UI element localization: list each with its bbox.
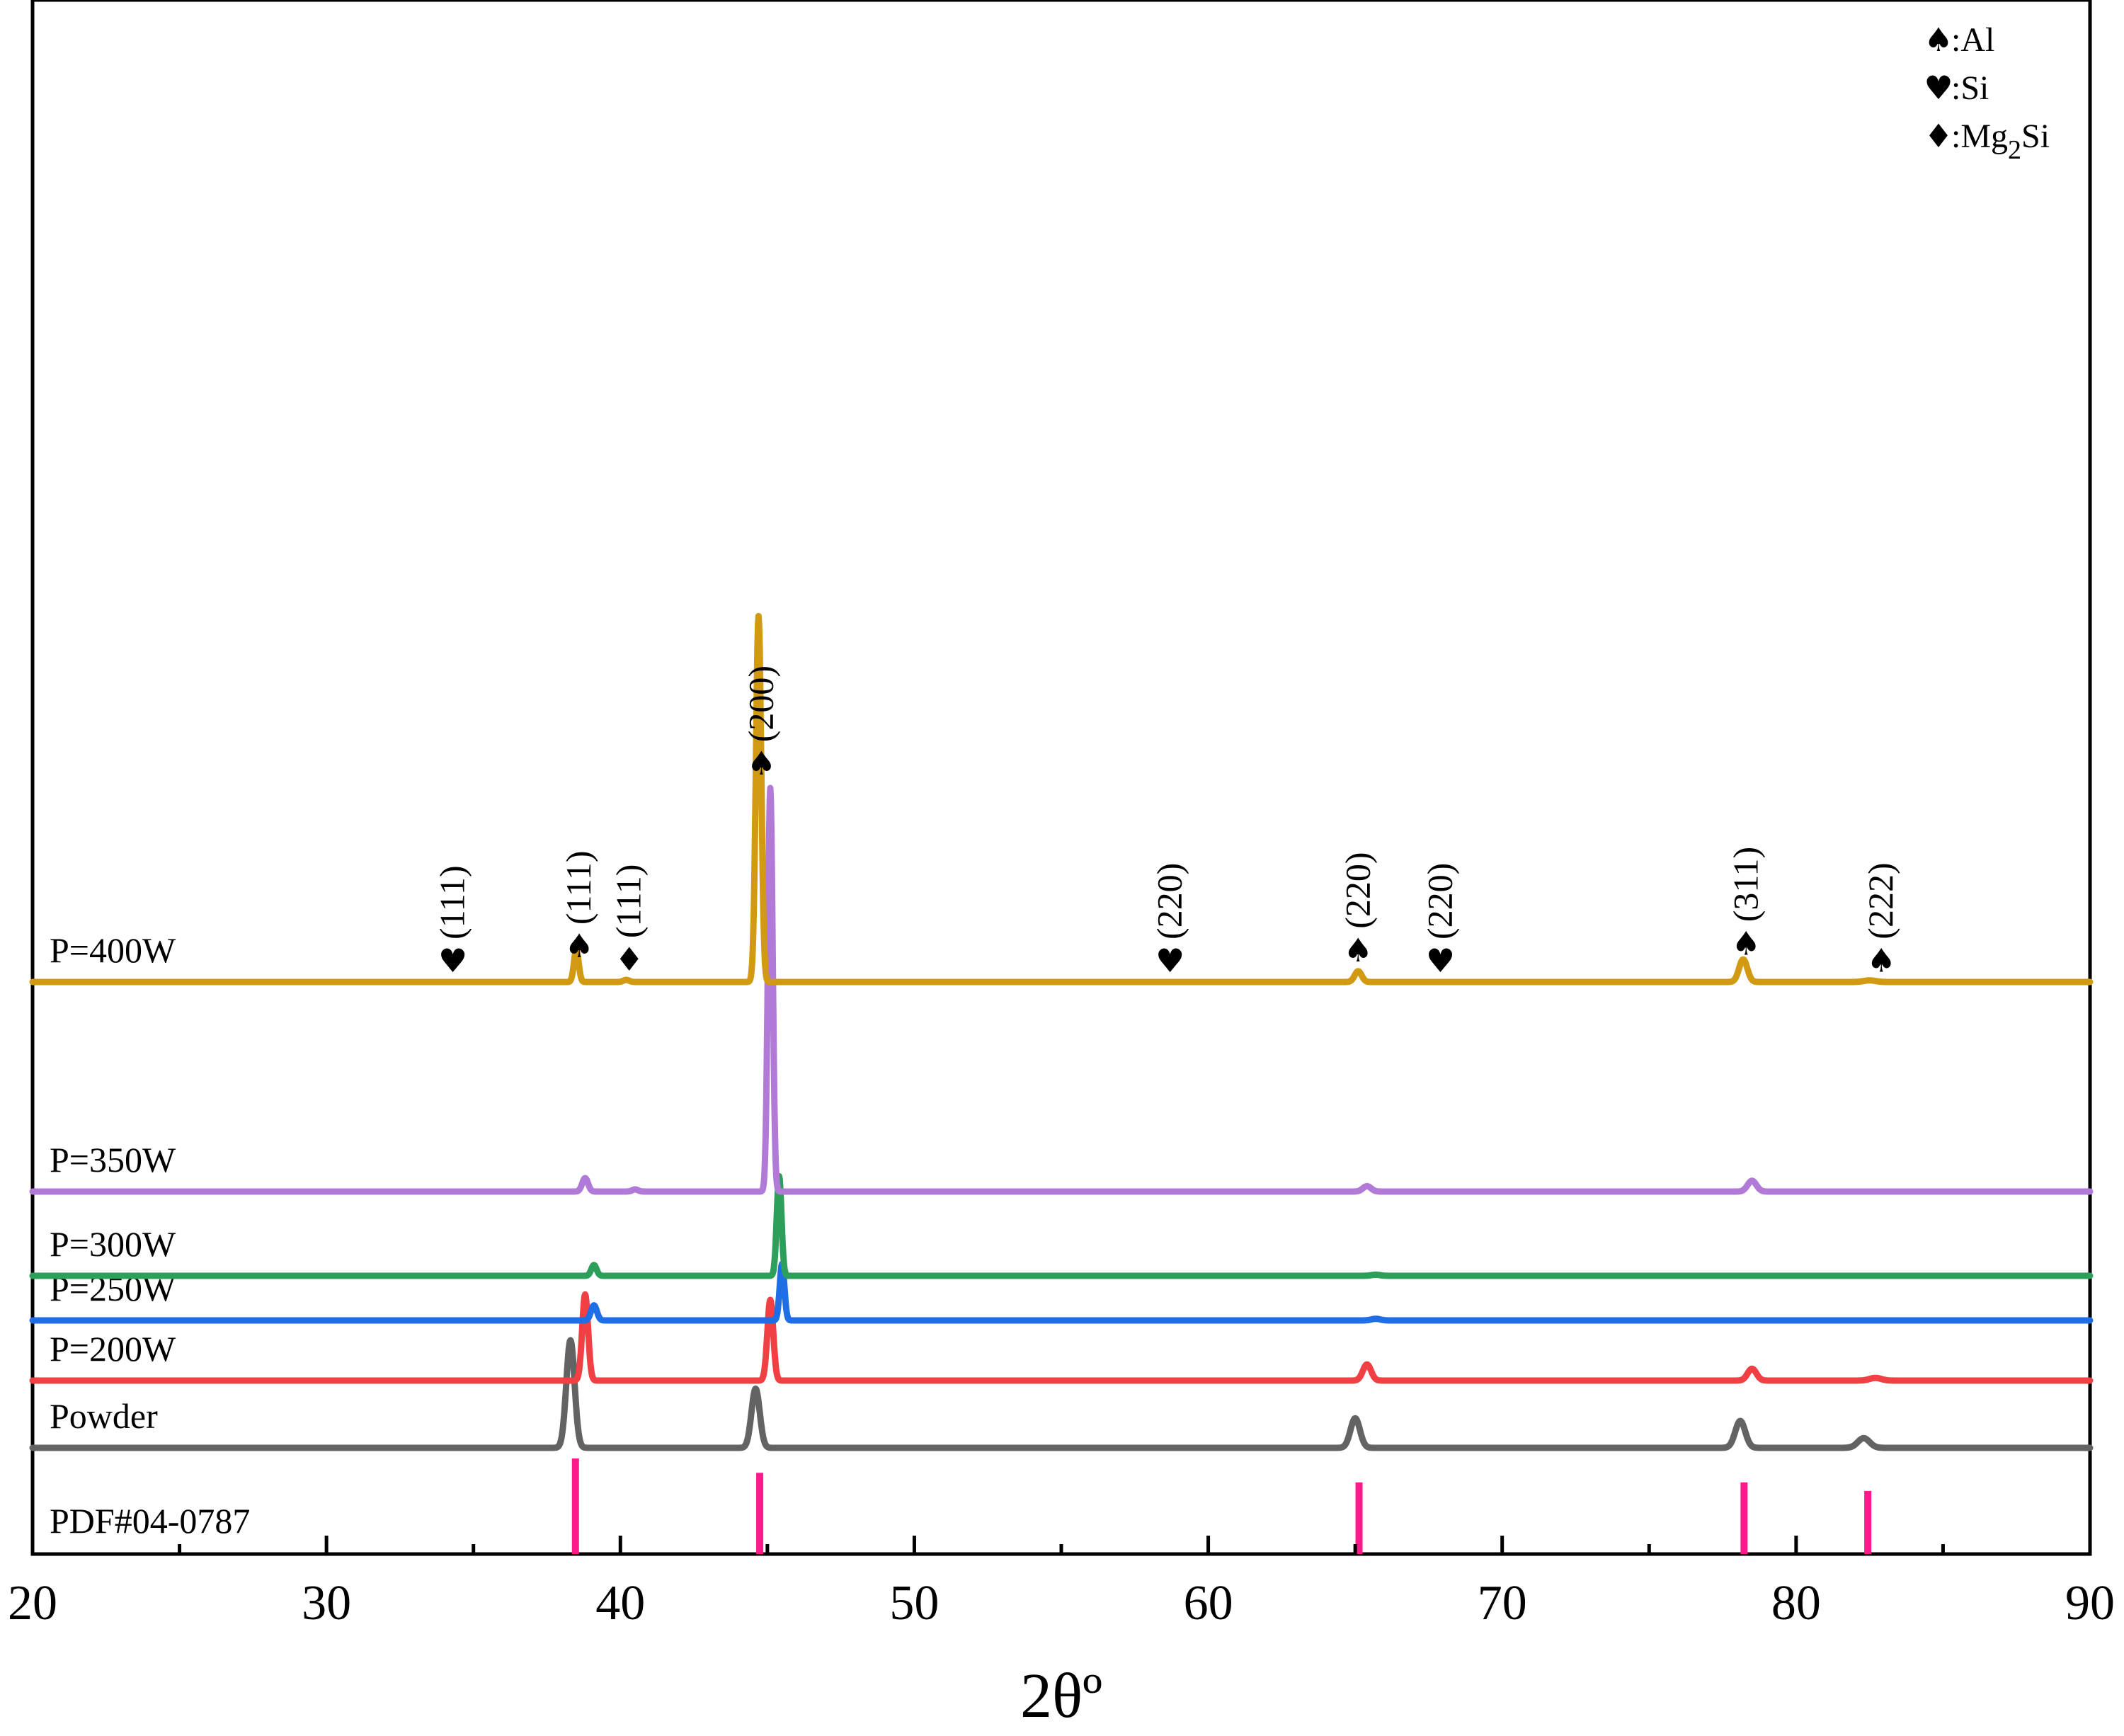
series-label-0: Powder <box>50 1396 158 1436</box>
legend-label-1: :Si <box>1951 69 1989 107</box>
reference-label: PDF#04-0787 <box>50 1501 250 1541</box>
series-line-5 <box>29 612 2094 986</box>
annotation-label-1: (111) <box>559 851 598 925</box>
annotation-label-8: (222) <box>1861 862 1900 939</box>
annotation-label-6: (220) <box>1420 863 1460 940</box>
x-tick-label-7: 90 <box>2065 1576 2115 1631</box>
x-tick-label-6: 80 <box>1771 1576 1821 1631</box>
series-label-5: P=400W <box>50 930 176 970</box>
annotation-label-3: (200) <box>741 666 781 742</box>
series-line-4 <box>29 784 2094 1195</box>
annotation-label-7: (311) <box>1725 847 1765 922</box>
series-label-4: P=350W <box>50 1140 176 1180</box>
annotation-symbol-0: ♥ <box>438 942 467 980</box>
annotation-symbol-1: ♠ <box>565 927 594 965</box>
peak-annotations: ♥(111)♠(111)♦(111)♠(200)♥(220)♠(220)♥(22… <box>433 666 1901 980</box>
series-line-2 <box>29 1260 2094 1324</box>
annotation-symbol-7: ♠ <box>1732 924 1761 962</box>
x-tick-label-3: 50 <box>889 1576 939 1631</box>
x-tick-label-4: 60 <box>1184 1576 1233 1631</box>
legend: ♠:Al ♥:Si ♦:Mg2Si <box>1924 21 2050 165</box>
x-tick-label-1: 30 <box>302 1576 351 1631</box>
legend-label-2: :Mg2Si <box>1951 118 2050 165</box>
annotation-label-0: (111) <box>433 865 472 940</box>
legend-symbol-0: ♠ <box>1924 21 1953 59</box>
annotation-symbol-3: ♠ <box>747 744 776 782</box>
x-axis-title: 2θº <box>1020 1661 1102 1731</box>
reference-lines: PDF#04-0787 <box>50 1458 1872 1554</box>
legend-symbol-2: ♦ <box>1924 117 1953 155</box>
annotation-symbol-8: ♠ <box>1867 942 1896 980</box>
annotation-label-2: (111) <box>609 864 649 939</box>
series-line-1 <box>29 1291 2094 1384</box>
annotation-symbol-4: ♥ <box>1155 942 1184 980</box>
legend-label-0: :Al <box>1951 21 1994 59</box>
x-axis-ticks: 20 30 40 50 60 70 80 90 <box>8 1536 2115 1631</box>
series-label-3: P=300W <box>50 1224 176 1264</box>
series-line-0 <box>29 1337 2094 1451</box>
annotation-label-5: (220) <box>1337 852 1377 928</box>
legend-symbol-1: ♥ <box>1924 69 1953 107</box>
annotation-label-4: (220) <box>1150 863 1189 940</box>
x-tick-label-5: 70 <box>1478 1576 1527 1631</box>
annotation-symbol-5: ♠ <box>1344 931 1373 969</box>
annotation-symbol-2: ♦ <box>615 940 644 978</box>
x-tick-label-0: 20 <box>8 1576 57 1631</box>
series-line-3 <box>29 1172 2094 1279</box>
series-label-1: P=200W <box>50 1329 176 1369</box>
x-tick-label-2: 40 <box>595 1576 645 1631</box>
annotation-symbol-6: ♥ <box>1426 942 1455 980</box>
